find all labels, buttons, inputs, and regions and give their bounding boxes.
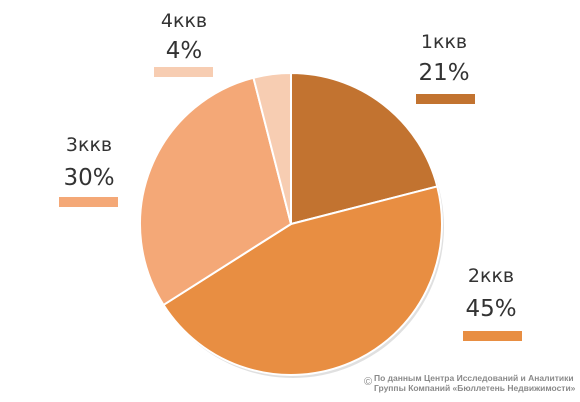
- source-line-2: Группы Компаний «Бюллетень Недвижимости»: [374, 383, 576, 393]
- slice-color-swatch-2: [463, 331, 522, 341]
- slice-color-swatch-3: [59, 197, 118, 207]
- slice-label-value-4: 4%: [166, 38, 203, 64]
- copyright-symbol: ©: [364, 376, 373, 388]
- slice-label-value-2: 45%: [465, 296, 516, 322]
- slice-label-value-3: 30%: [63, 165, 114, 191]
- slice-label-value-1: 21%: [418, 60, 469, 86]
- pie-slice-2: [162, 185, 443, 376]
- source-note: © По данным Центра Исследований и Аналит…: [364, 373, 578, 393]
- pie-slice-4: [252, 71, 292, 225]
- pie-slice-1: [290, 71, 439, 226]
- slice-label-category-4: 4ккв: [161, 10, 207, 32]
- pie-labels: 1ккв 21% 2ккв 45% 3ккв 30% 4ккв 4%: [59, 10, 522, 341]
- slice-label-category-1: 1ккв: [421, 31, 467, 53]
- pie-slice-3: [139, 76, 293, 307]
- slice-color-swatch-4: [154, 67, 213, 77]
- pie-slices: [139, 71, 444, 378]
- slice-label-category-2: 2ккв: [468, 265, 514, 287]
- slice-color-swatch-1: [416, 94, 475, 104]
- source-line-1: По данным Центра Исследований и Аналитик…: [374, 373, 574, 383]
- slice-label-category-3: 3ккв: [66, 134, 112, 156]
